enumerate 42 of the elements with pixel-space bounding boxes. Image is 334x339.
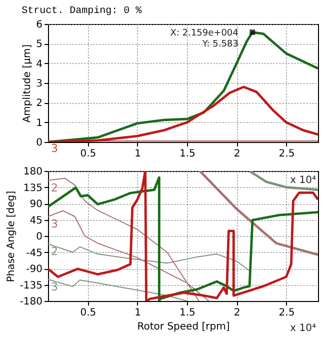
y-tick-label: 0 (36, 232, 42, 242)
x-tick-label: 2 (234, 308, 240, 318)
y-tick-label: -135 (20, 280, 42, 292)
x-tick-label: 2 (234, 148, 240, 160)
chart-title: Struct. Damping: 0 % (22, 5, 142, 17)
annotation: x 10⁴ (290, 175, 316, 186)
y-tick-label: 90 (30, 199, 42, 210)
series-label: 3 (51, 280, 58, 294)
y-tick-label: 2 (36, 98, 42, 110)
x-tick-label: 1 (134, 148, 142, 160)
series-label: 2 (51, 244, 58, 258)
series-label: 2 (51, 181, 58, 194)
y-axis-title: Amplitude [µm] (22, 44, 34, 123)
y-tick-label: 5 (36, 39, 42, 50)
x-tick-label: 1.5 (180, 308, 196, 318)
y-tick-label: -45 (26, 248, 42, 259)
y-tick-label: -90 (26, 264, 42, 275)
x-tick-label: 2.5 (278, 308, 295, 318)
line-series (48, 278, 188, 301)
y-tick-label: 135 (23, 182, 42, 194)
y-tick-label: 1 (36, 118, 42, 129)
x-tick-label: 0.5 (80, 308, 96, 318)
y-tick-label: 4 (36, 58, 42, 70)
y-axis-title: Phase Angle [deg] (6, 190, 17, 282)
line-series (248, 171, 318, 191)
y-tick-label: 0 (36, 138, 42, 148)
x-axis-title: Rotor Speed [rpm] (137, 322, 230, 332)
x-tick-label: 2.5 (278, 148, 295, 160)
series-label: 3 (51, 218, 58, 230)
y-tick-label: 45 (30, 215, 42, 226)
line-series (198, 171, 318, 256)
line-series (48, 243, 252, 273)
x-tick-label: 1.5 (180, 148, 196, 160)
annotation: X: 2.159e+004 Y: 5.583 (170, 28, 239, 50)
x-tick-label: 1 (134, 308, 142, 318)
y-tick-label: -180 (20, 296, 42, 308)
text: x 10⁴ (290, 323, 316, 334)
y-tick-label: 180 (23, 166, 42, 178)
series-label: 3 (51, 142, 58, 156)
x-tick-label: 0.5 (80, 148, 96, 160)
y-tick-label: 3 (36, 78, 42, 90)
y-tick-label: 6 (36, 20, 42, 30)
